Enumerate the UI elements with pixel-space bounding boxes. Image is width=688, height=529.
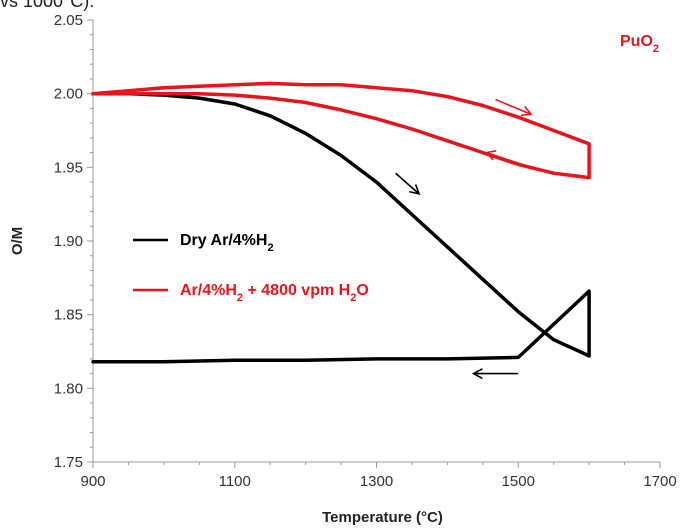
y-tick-label: 1.80 [54, 380, 83, 397]
direction-arrow-3 [395, 172, 421, 195]
chart-annotations: PuO2 [620, 33, 659, 55]
y-tick-label: 1.75 [54, 454, 83, 471]
y-tick-label: 1.85 [54, 307, 83, 324]
legend-entry-2: Ar/4%H2 + 4800 vpm H2O [133, 282, 369, 304]
x-tick-label: 1100 [219, 473, 251, 490]
arrow-head [484, 150, 497, 161]
y-tick-label: 1.90 [54, 233, 83, 250]
series-line-2 [91, 81, 591, 180]
direction-arrow-2 [484, 150, 532, 169]
x-tick-label: 1500 [502, 473, 535, 490]
x-axis-title: Temperature (°C) [322, 509, 443, 526]
annotation-puo2: PuO2 [620, 33, 659, 55]
chart-axes: 1.75 1.80 1.85 1.90 1.95 2.00 2.05 900 1100 1300 1… [9, 12, 677, 526]
arrow-shaft [486, 151, 532, 169]
x-tick-label: 1300 [360, 473, 393, 490]
x-tick-label: 900 [80, 473, 105, 490]
arrow-shaft [395, 172, 420, 195]
arrow-shaft [495, 98, 532, 116]
top-text-fragment: vs 1000°C). [0, 0, 95, 11]
y-axis-title: O/M [9, 227, 26, 255]
legend-entry-1: Dry Ar/4%H2 [133, 232, 274, 254]
chart-plot-area [91, 81, 591, 380]
y-tick-label: 2.00 [54, 86, 83, 103]
legend-label: Ar/4%H2 + 4800 vpm H2O [180, 282, 369, 304]
chart-legend: Dry Ar/4%H2 Ar/4%H2 + 4800 vpm H2O [133, 232, 369, 304]
y-tick-label: 1.95 [54, 159, 83, 176]
arrow-head [520, 105, 533, 117]
direction-arrow-1 [495, 98, 533, 117]
direction-arrow-4 [471, 368, 519, 380]
arrow-head [471, 368, 483, 380]
x-tick-label: 1700 [643, 473, 676, 490]
y-tick-label: 2.05 [54, 12, 83, 29]
series-line-1 [91, 91, 591, 364]
arrow-head [409, 184, 421, 195]
legend-label: Dry Ar/4%H2 [180, 232, 274, 254]
